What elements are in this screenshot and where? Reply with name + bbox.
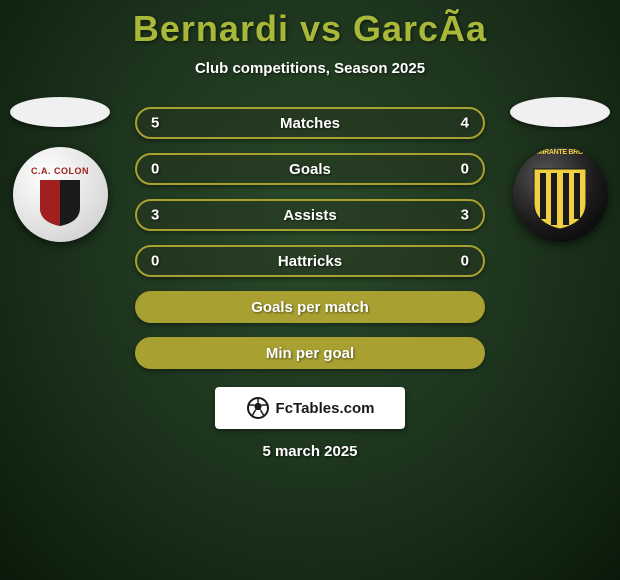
stat-row-matches: 5 Matches 4 <box>135 107 485 139</box>
shield-icon <box>38 178 82 228</box>
page-title: Bernardi vs GarcÃa <box>0 8 620 50</box>
stat-value-left: 0 <box>151 253 159 270</box>
stat-value-right: 3 <box>461 207 469 224</box>
shield-icon <box>530 159 590 231</box>
club-badge-right: MIRANTE BRO <box>513 147 608 242</box>
content-container: Bernardi vs GarcÃa Club competitions, Se… <box>0 0 620 460</box>
stat-label: Matches <box>280 115 340 132</box>
stat-label: Hattricks <box>278 253 342 270</box>
date-text: 5 march 2025 <box>0 443 620 460</box>
club-badge-right-label: MIRANTE BRO <box>513 149 608 156</box>
stat-row-min-per-goal: Min per goal <box>135 337 485 369</box>
club-badge-left: C.A. COLON <box>13 147 108 242</box>
stat-label: Goals <box>289 161 331 178</box>
stat-value-left: 5 <box>151 115 159 132</box>
stat-label: Goals per match <box>251 299 369 316</box>
stat-value-left: 0 <box>151 161 159 178</box>
stat-rows: 5 Matches 4 0 Goals 0 3 Assists 3 0 Hatt… <box>135 107 485 369</box>
stat-row-hattricks: 0 Hattricks 0 <box>135 245 485 277</box>
player-right-column: MIRANTE BRO <box>500 97 620 242</box>
page-subtitle: Club competitions, Season 2025 <box>0 60 620 77</box>
stat-value-left: 3 <box>151 207 159 224</box>
stat-label: Min per goal <box>266 345 354 362</box>
stat-row-goals-per-match: Goals per match <box>135 291 485 323</box>
stat-value-right: 0 <box>461 161 469 178</box>
stats-area: C.A. COLON MIRANTE BRO <box>0 107 620 460</box>
stat-value-right: 0 <box>461 253 469 270</box>
football-icon <box>246 396 270 420</box>
stat-label: Assists <box>283 207 336 224</box>
player-left-column: C.A. COLON <box>0 97 120 242</box>
club-badge-left-label: C.A. COLON <box>31 166 89 176</box>
avatar-placeholder-left <box>10 97 110 127</box>
stat-row-assists: 3 Assists 3 <box>135 199 485 231</box>
avatar-placeholder-right <box>510 97 610 127</box>
attribution-box: FcTables.com <box>215 387 405 429</box>
attribution-text: FcTables.com <box>276 400 375 417</box>
stat-row-goals: 0 Goals 0 <box>135 153 485 185</box>
stat-value-right: 4 <box>461 115 469 132</box>
